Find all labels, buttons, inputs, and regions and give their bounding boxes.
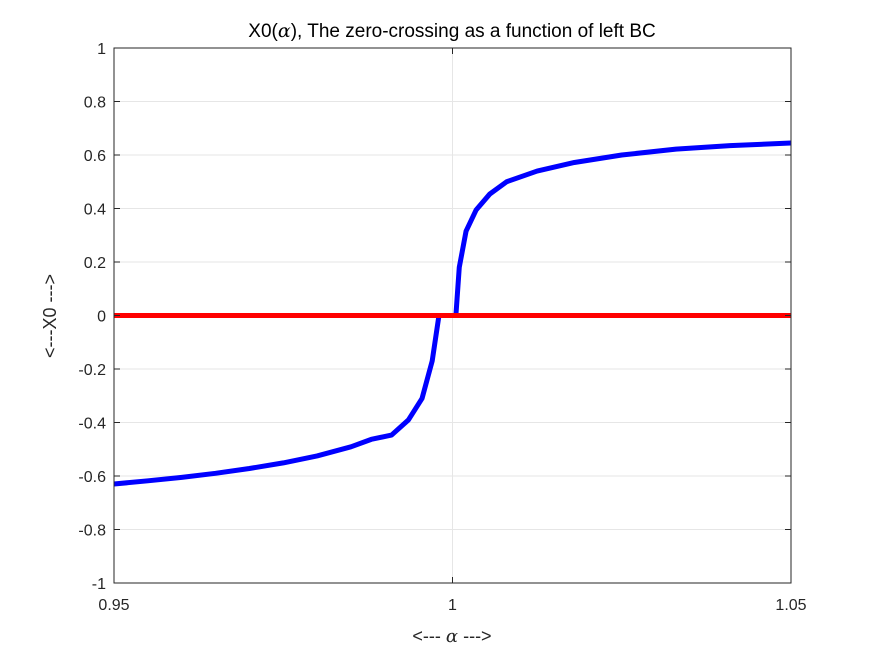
x-axis-label: <--- α --->	[412, 626, 491, 647]
chart-title-suffix: ), The zero-crossing as a function of le…	[291, 21, 656, 42]
y-tick-label: -0.8	[78, 523, 106, 540]
y-axis-label: <---X0 --->	[40, 274, 60, 358]
y-tick-label: 0.4	[84, 202, 106, 219]
chart-title-prefix: X0(	[248, 21, 278, 42]
y-tick-label: 1	[97, 41, 106, 58]
axes-frame	[113, 47, 792, 584]
chart-title-alpha-symbol: α	[278, 20, 291, 42]
y-tick-label: 0.6	[84, 148, 106, 165]
x-tick-label: 1	[448, 597, 457, 614]
x-axis-label-suffix: --->	[458, 626, 492, 646]
y-tick-label: -0.4	[78, 416, 106, 433]
y-tick-label: -1	[92, 576, 106, 593]
plot-area: -1 -0.8 -0.6 -0.4 -0.2 0 0.2 0.4 0.6 0.8 1 0.95 1 1.…	[78, 41, 806, 614]
x-tick-label: 0.95	[98, 597, 129, 614]
data-series	[113, 140, 792, 487]
y-tick-label: 0.2	[84, 255, 106, 272]
x-axis-label-alpha-symbol: α	[446, 626, 458, 647]
x-axis-label-prefix: <---	[412, 626, 446, 646]
y-tick-label: -0.2	[78, 362, 106, 379]
x-tick-labels: 0.95 1 1.05	[98, 597, 806, 614]
y-tick-label: 0	[97, 309, 106, 326]
x-tick-label: 1.05	[775, 597, 806, 614]
y-tick-label: -0.6	[78, 469, 106, 486]
y-tick-labels: -1 -0.8 -0.6 -0.4 -0.2 0 0.2 0.4 0.6 0.8 1	[78, 41, 106, 593]
y-tick-label: 0.8	[84, 95, 106, 112]
chart-title: X0(α), The zero-crossing as a function o…	[248, 20, 655, 42]
